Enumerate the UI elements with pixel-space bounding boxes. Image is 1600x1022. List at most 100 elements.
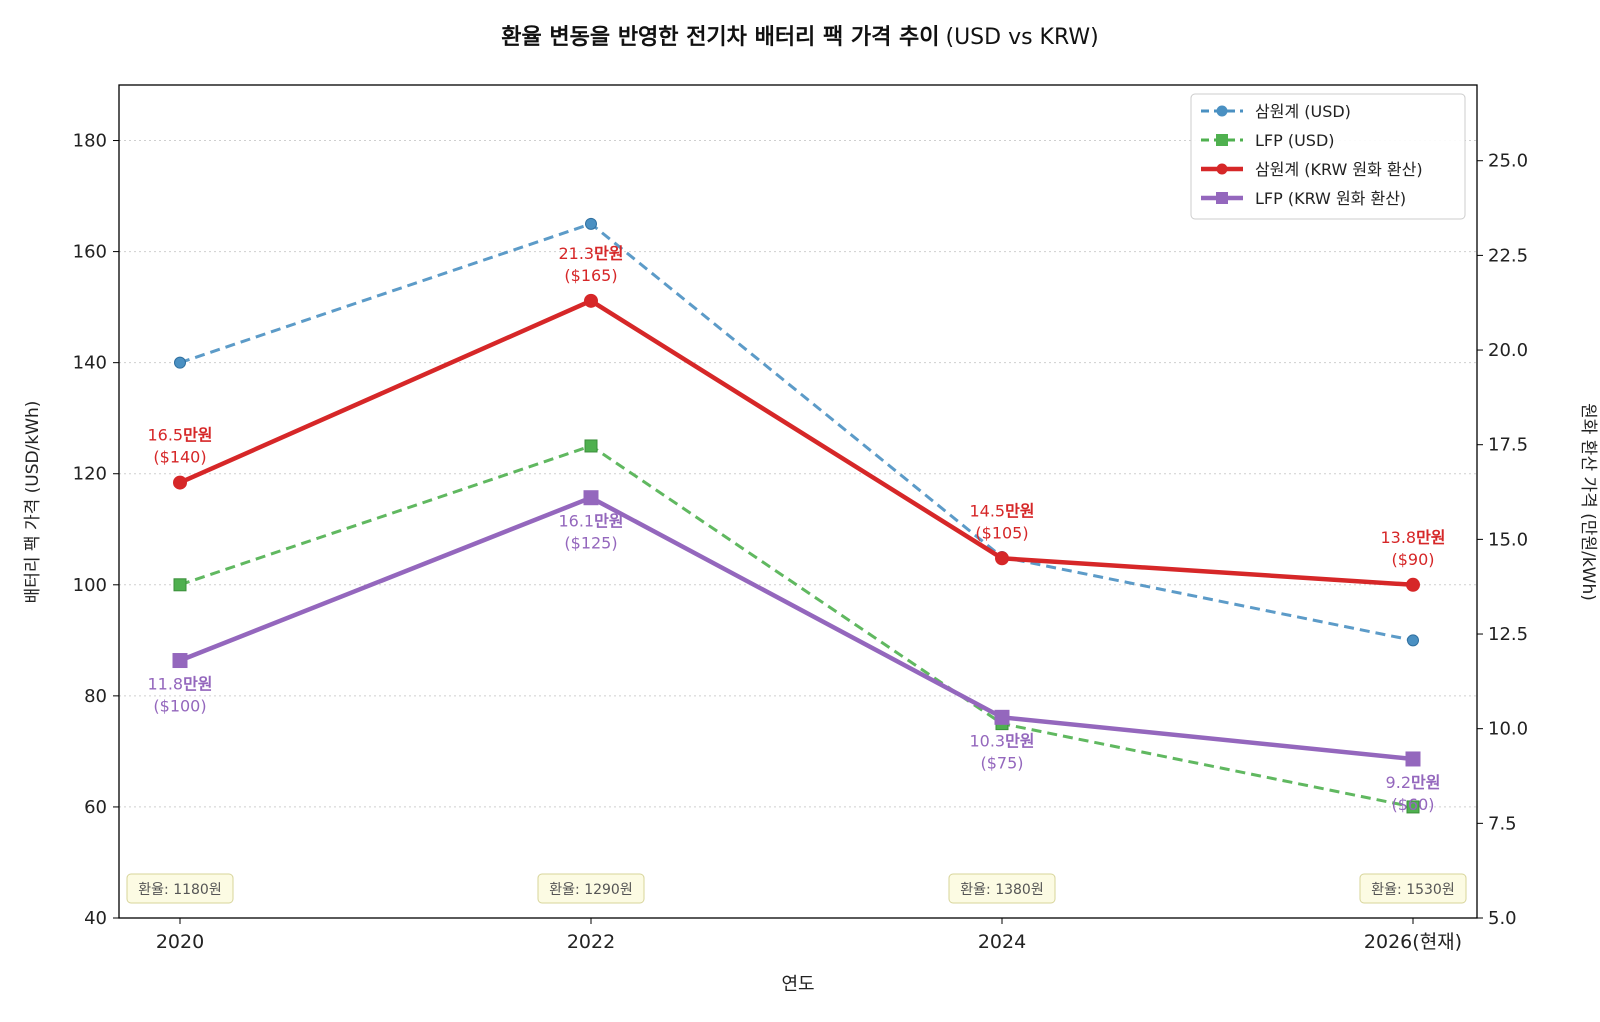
y-left-tick-label: 120	[73, 464, 107, 485]
chart-title: 환율 변동을 반영한 전기차 배터리 팩 가격 추이 (USD vs KRW)	[501, 25, 1098, 50]
legend-label-1: LFP (USD)	[1255, 131, 1335, 150]
series-line-2	[179, 298, 1414, 588]
data-label-unit: 만원	[1005, 501, 1034, 520]
axis-ticks: 40 60 80 100 120 140 160 180 5.0 7.5 10.0 12.5 15.0 1…	[73, 131, 1528, 953]
data-point-2	[584, 293, 598, 308]
data-point-1	[584, 439, 598, 453]
data-label-number: 14.5	[969, 501, 1005, 520]
x-tick-label: 2024	[978, 931, 1026, 953]
data-point-0	[1407, 634, 1419, 647]
series-line-3	[179, 495, 1414, 762]
y-right-tick-label: 7.5	[1488, 813, 1517, 834]
data-label-usd: ($60)	[1391, 795, 1434, 814]
data-label-usd: ($140)	[153, 448, 206, 467]
y-right-tick-label: 17.5	[1488, 435, 1528, 456]
y-right-tick-label: 12.5	[1488, 624, 1528, 645]
data-label-value: 10.3만원	[969, 731, 1034, 750]
data-label-value: 13.8만원	[1380, 528, 1445, 547]
exchange-rate-label: 환율: 1290원	[549, 882, 632, 898]
exchange-rate-box	[126, 873, 234, 904]
exchange-rate-label: 환율: 1380원	[960, 882, 1043, 898]
data-point-0	[174, 356, 186, 369]
chart-title-main: 환율 변동을 반영한 전기차 배터리 팩 가격 추이	[501, 25, 939, 50]
y-right-tick-label: 22.5	[1488, 245, 1528, 266]
exchange-rate-box	[537, 873, 645, 904]
data-label-value: 21.3만원	[558, 244, 623, 263]
legend-label-2: 삼원계 (KRW 원화 환산)	[1255, 160, 1423, 179]
data-point-3	[583, 490, 599, 506]
data-label-unit: 만원	[594, 512, 623, 531]
chart-title-sub: (USD vs KRW)	[945, 25, 1098, 50]
data-label-number: 13.8	[1380, 528, 1416, 547]
data-label-number: 10.3	[969, 731, 1005, 750]
y-left-tick-label: 60	[84, 797, 107, 818]
y-left-tick-label: 80	[84, 686, 107, 707]
data-point-1	[173, 578, 187, 592]
data-label-unit: 만원	[1416, 528, 1445, 547]
legend-marker-2	[1216, 163, 1228, 175]
data-label-value: 11.8만원	[147, 675, 212, 694]
data-point-2	[995, 551, 1009, 566]
data-label-usd: ($90)	[1391, 550, 1434, 569]
legend-marker-3	[1216, 192, 1228, 204]
y-left-tick-label: 180	[73, 131, 107, 152]
data-point-1	[1406, 800, 1420, 814]
series-line-0	[179, 222, 1414, 642]
data-point-2	[173, 475, 187, 490]
legend-marker-1	[1216, 134, 1228, 146]
legend-label-3: LFP (KRW 원화 환산)	[1255, 189, 1406, 208]
exchange-rate-label: 환율: 1180원	[138, 882, 221, 898]
y-right-tick-label: 15.0	[1488, 529, 1528, 550]
y-right-tick-label: 25.0	[1488, 151, 1528, 172]
x-tick-label: 2020	[156, 931, 204, 953]
data-label-value: 14.5만원	[969, 501, 1034, 520]
series-lines	[172, 217, 1421, 814]
y-left-tick-label: 100	[73, 575, 107, 596]
data-label-usd: ($125)	[564, 534, 617, 553]
y-axis-label-left: 배터리 팩 가격 (USD/kWh)	[23, 401, 43, 604]
legend: 삼원계 (USD) LFP (USD) 삼원계 (KRW 원화 환산) LFP (KR…	[1190, 93, 1466, 220]
data-label-unit: 만원	[183, 426, 212, 445]
legend-box	[1190, 93, 1466, 220]
data-label-value: 16.1만원	[558, 512, 623, 531]
plot-frame	[118, 84, 1478, 919]
data-label-unit: 만원	[183, 675, 212, 694]
data-label-number: 16.1	[558, 512, 594, 531]
x-tick-label: 2026(현재)	[1364, 931, 1462, 953]
series-line-1	[179, 444, 1414, 809]
data-label-value: 9.2만원	[1386, 773, 1441, 792]
exchange-rate-label: 환율: 1530원	[1371, 882, 1454, 898]
data-label-unit: 만원	[594, 244, 623, 263]
data-labels: 16.5만원($140)21.3만원($165)14.5만원($105) 13.8…	[147, 244, 1445, 814]
data-point-3	[172, 653, 188, 669]
data-label-number: 16.5	[147, 426, 183, 445]
legend-marker-0	[1216, 105, 1228, 117]
x-axis-label: 연도	[781, 974, 814, 995]
data-label-usd: ($105)	[975, 523, 1028, 542]
legend-label-0: 삼원계 (USD)	[1255, 102, 1351, 121]
data-point-2	[1406, 577, 1420, 592]
data-point-0	[585, 217, 597, 230]
data-label-number: 21.3	[558, 244, 594, 263]
exchange-rate-box	[1359, 873, 1467, 904]
data-label-value: 16.5만원	[147, 426, 212, 445]
y-right-tick-label: 20.0	[1488, 340, 1528, 361]
exchange-rate-boxes: 환율: 1180원 환율: 1290원 환율: 1380원 환율: 1530원	[126, 873, 1467, 904]
data-label-usd: ($165)	[564, 266, 617, 285]
data-label-usd: ($100)	[153, 697, 206, 716]
data-label-unit: 만원	[1005, 731, 1034, 750]
data-point-3	[994, 709, 1010, 725]
data-label-number: 9.2	[1386, 773, 1411, 792]
grid-lines	[119, 140, 1477, 808]
exchange-rate-box	[948, 873, 1056, 904]
y-right-tick-label: 10.0	[1488, 719, 1528, 740]
x-tick-label: 2022	[567, 931, 615, 953]
data-label-usd: ($75)	[980, 753, 1023, 772]
data-point-3	[1405, 751, 1421, 767]
y-left-tick-label: 140	[73, 353, 107, 374]
y-left-tick-label: 40	[84, 908, 107, 929]
y-left-tick-label: 160	[73, 242, 107, 263]
y-right-tick-label: 5.0	[1488, 908, 1517, 929]
data-label-number: 11.8	[147, 675, 183, 694]
